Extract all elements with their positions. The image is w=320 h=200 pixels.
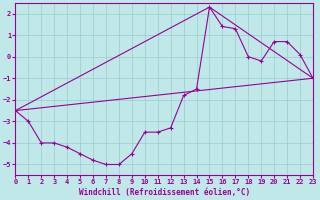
X-axis label: Windchill (Refroidissement éolien,°C): Windchill (Refroidissement éolien,°C)	[79, 188, 250, 197]
